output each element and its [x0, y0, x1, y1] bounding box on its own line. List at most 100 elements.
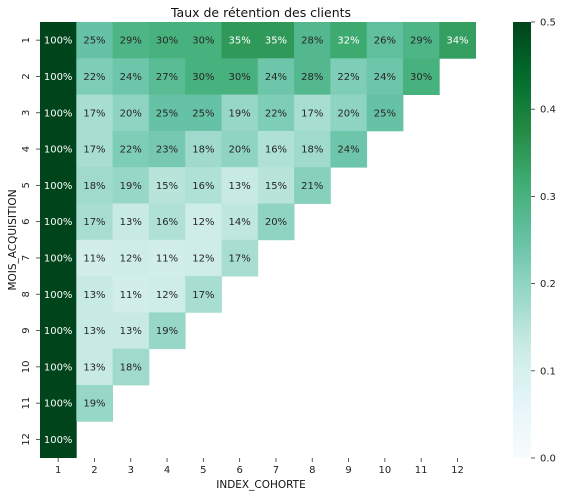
- cell-value-label: 16%: [265, 145, 287, 156]
- cell-value-label: 100%: [44, 399, 73, 410]
- x-tick-label: 7: [273, 465, 279, 476]
- heatmap-cell: [221, 130, 259, 168]
- y-tick-label: 2: [21, 73, 32, 79]
- heatmap-cell: [403, 58, 440, 95]
- x-tick-label: 2: [91, 465, 97, 476]
- colorbar-tick-label: 0.2: [540, 279, 556, 290]
- heatmap-cell: [76, 203, 113, 241]
- heatmap-cell: [148, 312, 186, 350]
- colorbar-ticks: 0.0 0.1 0.2 0.3 0.4 0.5: [531, 18, 556, 465]
- heatmap-cell: [294, 22, 331, 59]
- heatmap-cell: [76, 239, 113, 277]
- cell-value-label: 100%: [44, 181, 73, 192]
- heatmap-cell: [40, 167, 77, 204]
- cell-value-label: 13%: [83, 290, 105, 301]
- cell-value-label: 22%: [337, 72, 359, 83]
- colorbar: [513, 22, 531, 458]
- heatmap-cell: [439, 22, 476, 59]
- heatmap-cell: [185, 94, 222, 132]
- heatmap-cell: [76, 312, 113, 350]
- heatmap-cell: [185, 239, 222, 277]
- heatmap-cell: [40, 385, 77, 422]
- cell-value-label: 26%: [374, 36, 396, 47]
- cell-value-label: 25%: [192, 108, 214, 119]
- cell-value-label: 100%: [44, 253, 73, 264]
- heatmap-cell: [185, 58, 222, 95]
- heatmap-cell: [330, 22, 368, 59]
- y-tick-label: 4: [21, 146, 32, 152]
- heatmap-cell: [257, 94, 295, 132]
- cell-value-label: 100%: [44, 217, 73, 228]
- heatmap-cell: [185, 203, 222, 241]
- heatmap-cell: [40, 239, 77, 277]
- cell-value-label: 19%: [156, 326, 178, 337]
- heatmap-cell: [40, 94, 77, 132]
- heatmap-cell: [40, 58, 77, 95]
- cell-value-label: 12%: [192, 253, 214, 264]
- cell-value-label: 19%: [229, 108, 251, 119]
- cell-value-label: 22%: [120, 145, 142, 156]
- cell-value-label: 35%: [265, 36, 287, 47]
- heatmap-cell: [40, 312, 77, 350]
- cell-value-label: 29%: [410, 36, 432, 47]
- heatmap-cell: [112, 276, 150, 313]
- x-tick-label: 3: [128, 465, 134, 476]
- heatmap-cell: [40, 348, 77, 386]
- cell-value-label: 19%: [83, 399, 105, 410]
- cell-value-label: 24%: [374, 72, 396, 83]
- y-tick-label: 3: [21, 110, 32, 116]
- x-tick-label: 8: [309, 465, 315, 476]
- heatmap-cell: [185, 130, 222, 168]
- cell-value-label: 12%: [192, 217, 214, 228]
- cell-value-label: 100%: [44, 326, 73, 337]
- heatmap-cell: [40, 276, 77, 313]
- heatmap-cell: [330, 58, 368, 95]
- y-tick-label: 12: [21, 433, 32, 446]
- cell-value-label: 100%: [44, 362, 73, 373]
- cell-value-label: 17%: [229, 253, 251, 264]
- x-tick-labels: 1 2 3 4 5 6 7 8 9 10 11 12: [55, 458, 464, 476]
- cell-value-label: 30%: [156, 36, 178, 47]
- cell-value-label: 19%: [120, 181, 142, 192]
- cell-value-label: 18%: [120, 362, 142, 373]
- cell-value-label: 20%: [265, 217, 287, 228]
- heatmap-cell: [112, 58, 150, 95]
- cell-value-label: 22%: [83, 72, 105, 83]
- y-tick-label: 5: [21, 182, 32, 188]
- heatmap-cell: [185, 167, 222, 204]
- cell-value-label: 30%: [192, 36, 214, 47]
- heatmap-cell: [112, 312, 150, 350]
- cell-value-label: 30%: [229, 72, 251, 83]
- cell-value-label: 12%: [156, 290, 178, 301]
- cell-value-label: 28%: [301, 36, 323, 47]
- cell-value-label: 15%: [265, 181, 287, 192]
- cell-value-label: 25%: [83, 36, 105, 47]
- cell-value-label: 13%: [83, 326, 105, 337]
- heatmap-cell: [76, 167, 113, 204]
- heatmap-cell: [76, 348, 113, 386]
- heatmap-cell: [148, 239, 186, 277]
- heatmap-cell: [294, 58, 331, 95]
- y-tick-label: 10: [21, 360, 32, 373]
- heatmap-cell: [148, 94, 186, 132]
- heatmap-cell: [403, 22, 440, 59]
- heatmap-cell: [76, 58, 113, 95]
- heatmap-cell: [148, 22, 186, 59]
- x-tick-label: 10: [378, 465, 391, 476]
- cell-value-label: 18%: [192, 145, 214, 156]
- y-tick-label: 11: [21, 397, 32, 410]
- cell-value-label: 20%: [120, 108, 142, 119]
- cell-value-label: 24%: [120, 72, 142, 83]
- cell-value-label: 14%: [229, 217, 251, 228]
- heatmap-cell: [148, 130, 186, 168]
- cell-value-label: 27%: [156, 72, 178, 83]
- cell-value-label: 13%: [120, 217, 142, 228]
- heatmap-cell: [294, 94, 331, 132]
- y-tick-label: 6: [21, 218, 32, 224]
- heatmap-cell: [330, 94, 368, 132]
- cell-value-label: 24%: [265, 72, 287, 83]
- cell-value-label: 17%: [301, 108, 323, 119]
- heatmap-cell: [112, 167, 150, 204]
- heatmap-cell: [257, 203, 295, 241]
